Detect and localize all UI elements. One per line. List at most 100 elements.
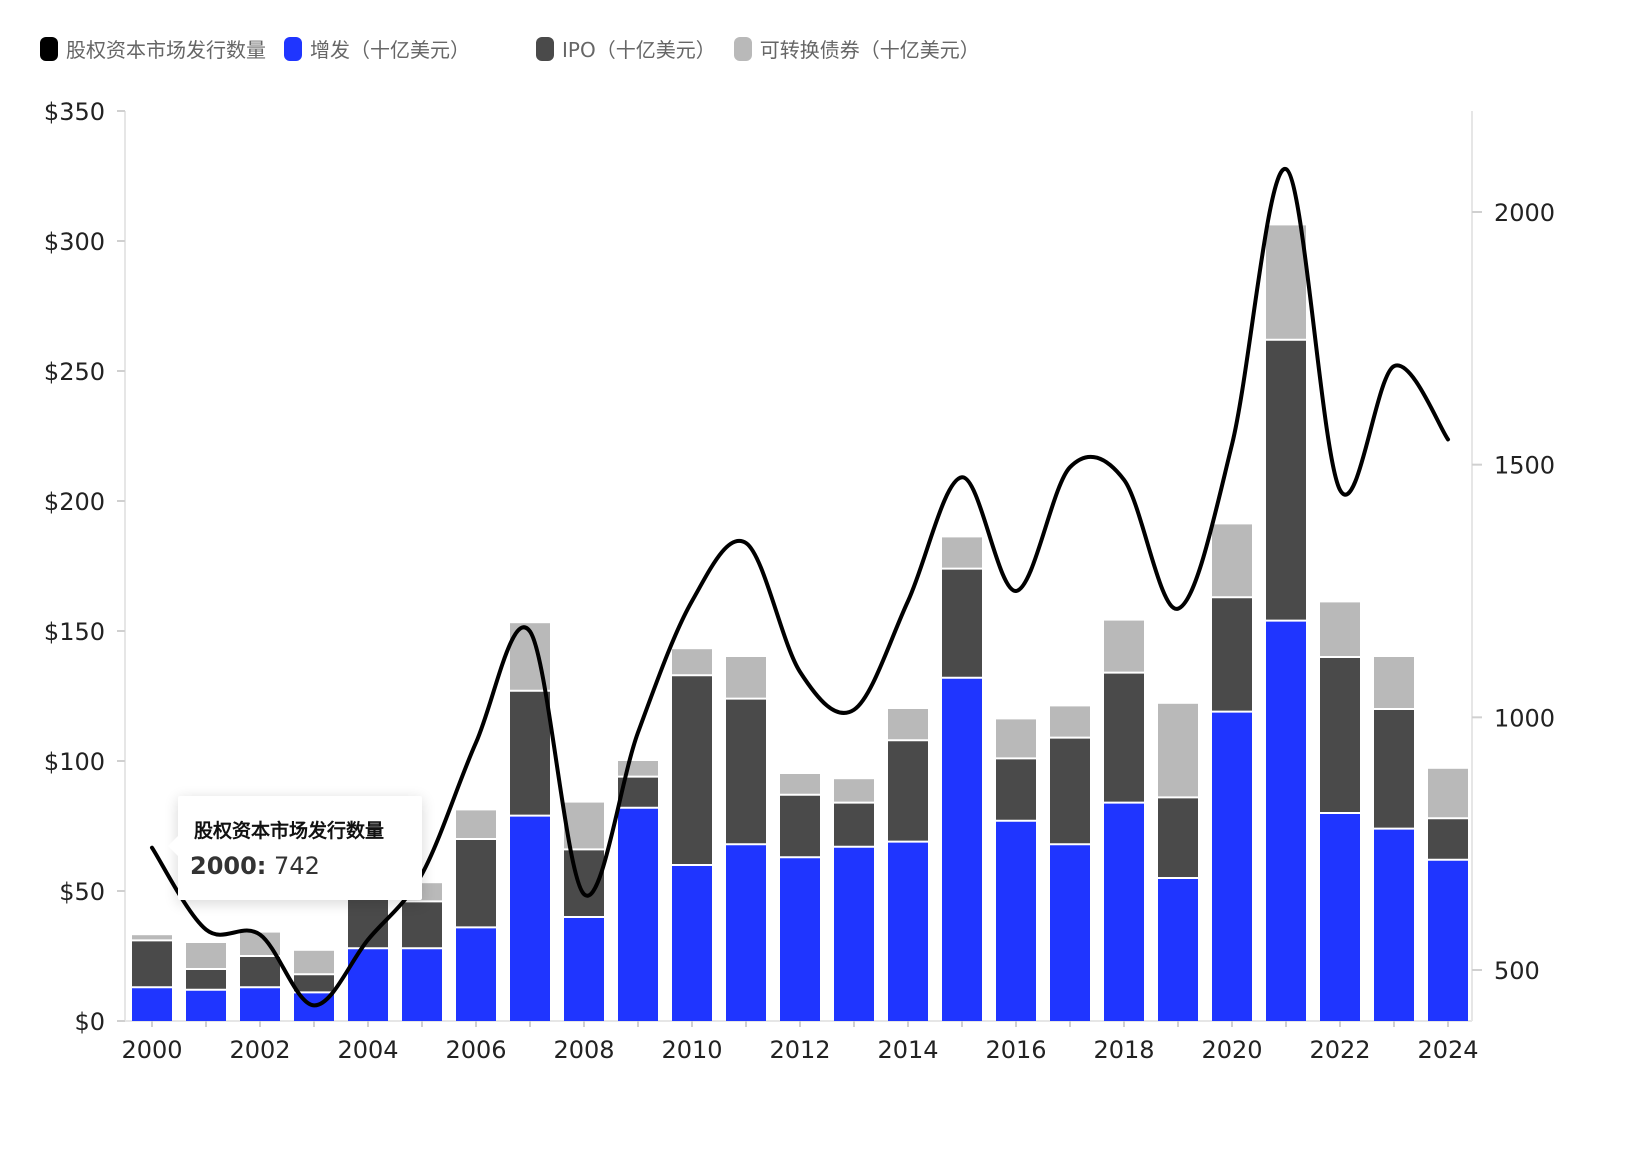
bar-segment bbox=[672, 865, 712, 1021]
x-tick-label: 2004 bbox=[337, 1036, 398, 1064]
bar-segment bbox=[1050, 706, 1090, 738]
bar-segment bbox=[618, 807, 658, 1021]
bar-segment bbox=[294, 974, 334, 993]
x-tick-label: 2020 bbox=[1201, 1036, 1262, 1064]
legend-item-issuance-count[interactable]: 股权资本市场发行数量 bbox=[40, 34, 266, 63]
bar-segment bbox=[1104, 802, 1144, 1021]
y-right-tick-label: 2000 bbox=[1494, 199, 1555, 227]
x-tick-label: 2010 bbox=[661, 1036, 722, 1064]
y-right-tick-label: 1500 bbox=[1494, 452, 1555, 480]
bar-segment bbox=[402, 948, 442, 1021]
legend-item-follow-on[interactable]: 增发（十亿美元） bbox=[284, 34, 470, 63]
tooltip-key: 2000: bbox=[190, 852, 267, 880]
tooltip-title: 股权资本市场发行数量 bbox=[194, 820, 385, 842]
legend-swatch bbox=[733, 36, 752, 61]
bar-segment bbox=[510, 815, 550, 1021]
legend-swatch bbox=[536, 36, 554, 61]
bar-segment bbox=[726, 844, 766, 1021]
bar-segment bbox=[186, 989, 226, 1021]
bar-segment bbox=[1050, 844, 1090, 1021]
axes-layer: $0 $50 $100 $150 $200 $250 $300 $350 500 1000 1500… bbox=[44, 98, 1555, 1064]
legend-item-convertible[interactable]: 可转换债券（十亿美元） bbox=[733, 34, 980, 63]
bar-segment bbox=[1158, 797, 1198, 878]
bar-segment bbox=[888, 841, 928, 1021]
y-right-tick-label: 500 bbox=[1494, 957, 1540, 985]
bar-segment bbox=[1212, 711, 1252, 1021]
bar-segment bbox=[942, 677, 982, 1021]
bar-segment bbox=[996, 719, 1036, 759]
bar-segment bbox=[456, 810, 496, 839]
legend-label: 增发（十亿美元） bbox=[310, 38, 470, 62]
bar-segment bbox=[618, 761, 658, 777]
y-left-tick-label: $100 bbox=[44, 748, 105, 776]
x-tick-label: 2022 bbox=[1309, 1036, 1370, 1064]
bar-segment bbox=[402, 901, 442, 949]
y-left-tick-label: $250 bbox=[44, 358, 105, 386]
bar-segment bbox=[1266, 620, 1306, 1021]
bar-segment bbox=[996, 758, 1036, 821]
bar-segment bbox=[1212, 524, 1252, 598]
bar-segment bbox=[1374, 709, 1414, 829]
bar-segment bbox=[996, 820, 1036, 1021]
y-left-tick-label: $200 bbox=[44, 488, 105, 516]
bar-segment bbox=[1320, 657, 1360, 813]
bar-segment bbox=[294, 950, 334, 975]
bar-segment bbox=[1050, 737, 1090, 845]
bar-segment bbox=[240, 932, 280, 956]
bar-segment bbox=[1428, 818, 1468, 860]
y-right-tick-label: 1000 bbox=[1494, 704, 1555, 732]
x-tick-label: 2016 bbox=[985, 1036, 1046, 1064]
legend-label: IPO（十亿美元） bbox=[562, 38, 716, 62]
bar-segment bbox=[1428, 768, 1468, 819]
bar-segment bbox=[780, 794, 820, 858]
bar-segment bbox=[672, 649, 712, 676]
x-tick-label: 2000 bbox=[121, 1036, 182, 1064]
bar-segment bbox=[726, 698, 766, 845]
y-left-tick-label: $0 bbox=[74, 1008, 105, 1036]
bar-segment bbox=[1158, 878, 1198, 1021]
x-tick-label: 2006 bbox=[445, 1036, 506, 1064]
y-left-tick-label: $150 bbox=[44, 618, 105, 646]
bar-segment bbox=[1266, 339, 1306, 621]
y-left-tick-label: $300 bbox=[44, 228, 105, 256]
bar-segment bbox=[834, 846, 874, 1021]
bar-segment bbox=[888, 740, 928, 842]
bar-segment bbox=[456, 839, 496, 928]
bar-segment bbox=[510, 690, 550, 816]
bar-segment bbox=[780, 857, 820, 1021]
bars-layer bbox=[132, 225, 1468, 1021]
y-left-tick-label: $50 bbox=[59, 878, 105, 906]
bar-segment bbox=[1266, 225, 1306, 340]
legend-swatch bbox=[40, 36, 58, 61]
y-left-tick-label: $350 bbox=[44, 98, 105, 126]
bar-segment bbox=[456, 927, 496, 1021]
x-tick-label: 2008 bbox=[553, 1036, 614, 1064]
bar-segment bbox=[132, 987, 172, 1021]
x-tick-label: 2002 bbox=[229, 1036, 290, 1064]
legend-swatch bbox=[284, 36, 302, 61]
bar-segment bbox=[942, 537, 982, 569]
x-tick-label: 2024 bbox=[1417, 1036, 1478, 1064]
bar-segment bbox=[564, 917, 604, 1021]
bar-segment bbox=[726, 657, 766, 699]
x-tick-label: 2014 bbox=[877, 1036, 938, 1064]
bar-segment bbox=[132, 935, 172, 941]
bar-segment bbox=[1212, 597, 1252, 712]
bar-segment bbox=[240, 987, 280, 1021]
legend-label: 可转换债券（十亿美元） bbox=[759, 38, 980, 62]
tooltip-body: 2000: 742 bbox=[190, 852, 320, 880]
bar-segment bbox=[834, 779, 874, 803]
bar-segment bbox=[780, 774, 820, 795]
legend-item-ipo[interactable]: IPO（十亿美元） bbox=[536, 34, 716, 63]
bar-segment bbox=[1104, 672, 1144, 803]
bar-segment bbox=[186, 943, 226, 969]
bar-segment bbox=[1104, 620, 1144, 673]
legend: 股权资本市场发行数量 增发（十亿美元） IPO（十亿美元） 可转换债券（十亿美元… bbox=[40, 34, 998, 63]
tooltip-value: 742 bbox=[274, 852, 320, 880]
x-tick-label: 2018 bbox=[1093, 1036, 1154, 1064]
legend-label: 股权资本市场发行数量 bbox=[66, 38, 266, 62]
tooltip: 股权资本市场发行数量 2000: 742 bbox=[168, 796, 422, 900]
bar-segment bbox=[942, 568, 982, 678]
